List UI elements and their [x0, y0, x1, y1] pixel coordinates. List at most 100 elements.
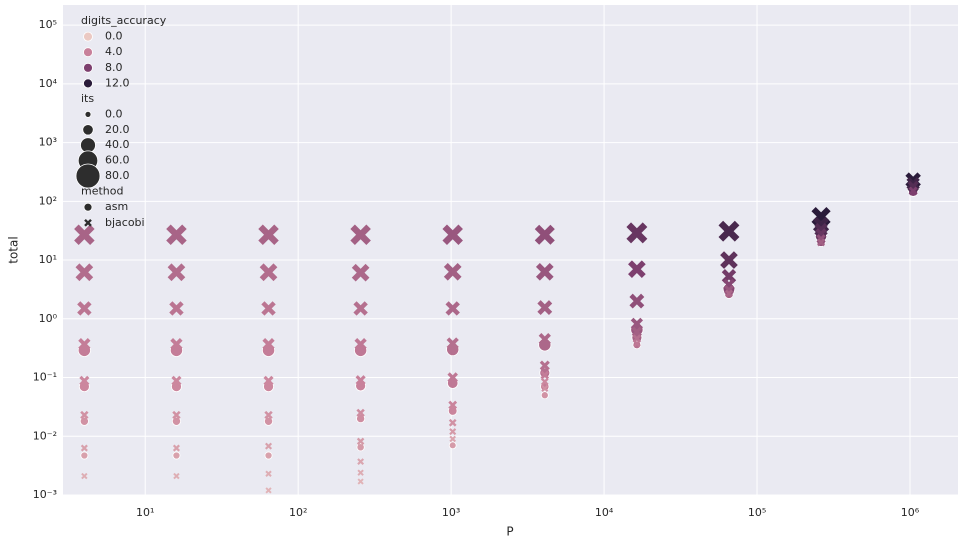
legend-label: bjacobi	[105, 216, 145, 229]
point	[357, 469, 364, 476]
point	[81, 472, 88, 480]
point	[166, 224, 187, 245]
legend-label: 60.0	[105, 154, 130, 167]
legend-marker	[83, 78, 93, 89]
point	[172, 410, 181, 420]
point	[261, 301, 276, 316]
legend-marker	[80, 137, 96, 154]
legend-marker	[83, 202, 93, 212]
point	[626, 222, 648, 244]
legend-title: method	[81, 185, 123, 198]
legend-marker	[83, 62, 93, 73]
point	[906, 176, 920, 191]
point	[264, 410, 273, 420]
point	[264, 416, 274, 426]
point	[540, 370, 550, 380]
y-tick-label: 10³	[39, 136, 57, 149]
point	[265, 470, 272, 477]
point	[448, 400, 458, 410]
point	[258, 224, 279, 245]
point	[442, 224, 463, 245]
x-tick-label: 10¹	[136, 506, 154, 519]
x-tick-label: 10²	[289, 506, 307, 519]
legend-label: 80.0	[105, 169, 130, 182]
y-tick-label: 10⁵	[39, 18, 57, 31]
x-tick-label: 10⁵	[748, 506, 766, 519]
legend-marker	[83, 31, 93, 42]
point	[350, 224, 371, 245]
point	[171, 416, 181, 426]
legend-marker	[84, 111, 92, 118]
legend-marker	[84, 218, 92, 227]
point	[173, 472, 180, 480]
point	[167, 263, 186, 282]
point	[79, 375, 90, 386]
point	[80, 444, 88, 452]
point	[540, 377, 549, 386]
marks	[74, 172, 921, 494]
point	[631, 326, 642, 337]
point	[718, 220, 740, 242]
point	[356, 443, 365, 452]
point	[356, 408, 365, 418]
point	[262, 338, 275, 351]
x-tick-label: 10³	[442, 506, 460, 519]
point	[265, 487, 272, 494]
point	[171, 375, 182, 386]
point	[353, 301, 368, 316]
point	[814, 222, 828, 237]
x-tick-label: 10⁴	[595, 506, 614, 519]
point	[75, 263, 94, 282]
y-axis-label: total	[7, 236, 21, 263]
point	[812, 216, 830, 233]
point	[259, 263, 278, 282]
legend-label: 20.0	[105, 123, 130, 136]
point	[169, 301, 184, 316]
y-tick-label: 10⁻²	[33, 429, 57, 442]
point	[633, 339, 641, 348]
point	[538, 333, 551, 346]
legend-label: 40.0	[105, 138, 130, 151]
point	[264, 451, 273, 460]
legend-marker	[83, 47, 93, 58]
point	[629, 293, 645, 309]
point	[448, 418, 457, 427]
point	[725, 289, 733, 298]
legend-marker	[82, 124, 94, 136]
legend-label: 8.0	[105, 61, 123, 74]
point	[445, 301, 460, 316]
point	[357, 458, 365, 466]
point	[355, 375, 366, 386]
point	[628, 260, 646, 278]
point	[540, 391, 549, 400]
point	[448, 441, 457, 450]
point	[539, 367, 551, 379]
y-tick-label: 10⁻¹	[33, 371, 57, 384]
point	[449, 428, 457, 436]
point	[541, 384, 549, 393]
point	[78, 338, 91, 351]
point	[172, 451, 181, 460]
legend-label: 0.0	[105, 107, 123, 120]
point	[74, 224, 95, 245]
point	[170, 338, 183, 351]
point	[356, 437, 365, 446]
point	[446, 337, 459, 350]
point	[77, 301, 92, 316]
legend-label: 4.0	[105, 45, 123, 58]
point	[79, 416, 89, 426]
point	[535, 263, 554, 281]
x-tick-label: 10⁶	[901, 506, 920, 519]
point	[80, 410, 89, 420]
legend-label: asm	[105, 200, 128, 213]
point	[354, 338, 367, 351]
grid	[63, 5, 958, 496]
legend-marker	[75, 163, 101, 189]
point	[80, 451, 89, 460]
point	[537, 300, 553, 316]
point	[817, 238, 826, 247]
point	[351, 263, 370, 282]
point	[264, 442, 273, 450]
point	[534, 224, 555, 245]
